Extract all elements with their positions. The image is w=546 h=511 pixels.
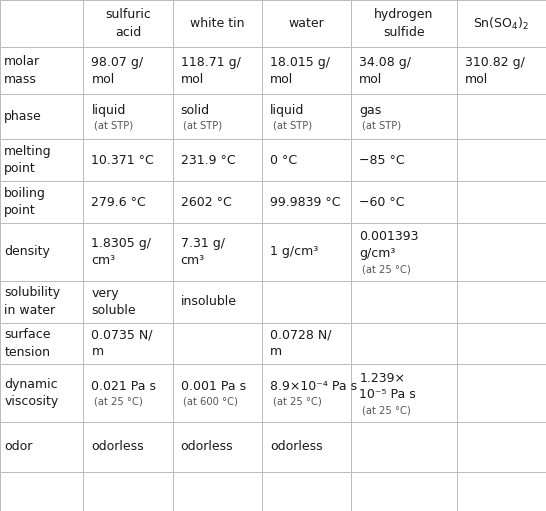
- Text: 1.8305 g/: 1.8305 g/: [91, 237, 151, 250]
- Text: mol: mol: [270, 73, 293, 86]
- Text: point: point: [4, 162, 36, 175]
- Text: density: density: [4, 245, 50, 259]
- Text: mol: mol: [359, 73, 383, 86]
- Text: 0.021 Pa s: 0.021 Pa s: [91, 380, 157, 393]
- Text: sulfide: sulfide: [383, 26, 425, 39]
- Text: (at STP): (at STP): [362, 121, 401, 130]
- Text: molar: molar: [4, 55, 40, 68]
- Text: 1 g/cm³: 1 g/cm³: [270, 245, 318, 259]
- Text: odor: odor: [4, 440, 33, 453]
- Text: acid: acid: [115, 26, 141, 39]
- Text: water: water: [289, 17, 324, 30]
- Text: (at 25 °C): (at 25 °C): [94, 397, 143, 407]
- Text: cm³: cm³: [91, 254, 116, 267]
- Text: 7.31 g/: 7.31 g/: [181, 237, 225, 250]
- Text: liquid: liquid: [270, 104, 305, 117]
- Text: −85 °C: −85 °C: [359, 154, 405, 167]
- Text: odorless: odorless: [181, 440, 233, 453]
- Text: 310.82 g/: 310.82 g/: [465, 56, 525, 69]
- Text: melting: melting: [4, 145, 52, 158]
- Text: 279.6 °C: 279.6 °C: [91, 196, 146, 208]
- Text: very: very: [91, 287, 119, 299]
- Text: (at 25 °C): (at 25 °C): [362, 264, 411, 274]
- Text: 34.08 g/: 34.08 g/: [359, 56, 411, 69]
- Text: m: m: [91, 345, 104, 358]
- Text: cm³: cm³: [181, 254, 205, 267]
- Text: (at 25 °C): (at 25 °C): [273, 397, 322, 407]
- Text: gas: gas: [359, 104, 382, 117]
- Text: 10.371 °C: 10.371 °C: [91, 154, 154, 167]
- Text: 10⁻⁵ Pa s: 10⁻⁵ Pa s: [359, 388, 416, 401]
- Text: odorless: odorless: [91, 440, 144, 453]
- Text: 98.07 g/: 98.07 g/: [91, 56, 144, 69]
- Text: mol: mol: [91, 73, 115, 86]
- Text: 0.0728 N/: 0.0728 N/: [270, 329, 331, 341]
- Text: 8.9×10⁻⁴ Pa s: 8.9×10⁻⁴ Pa s: [270, 380, 357, 393]
- Text: 18.015 g/: 18.015 g/: [270, 56, 330, 69]
- Text: solubility: solubility: [4, 286, 61, 299]
- Text: 0 °C: 0 °C: [270, 154, 297, 167]
- Text: dynamic: dynamic: [4, 378, 58, 391]
- Text: boiling: boiling: [4, 187, 46, 200]
- Text: 231.9 °C: 231.9 °C: [181, 154, 235, 167]
- Text: white tin: white tin: [190, 17, 245, 30]
- Text: 0.0735 N/: 0.0735 N/: [91, 329, 153, 341]
- Text: 118.71 g/: 118.71 g/: [181, 56, 241, 69]
- Text: g/cm³: g/cm³: [359, 247, 396, 260]
- Text: soluble: soluble: [91, 304, 136, 316]
- Text: mol: mol: [465, 73, 488, 86]
- Text: insoluble: insoluble: [181, 295, 237, 308]
- Text: hydrogen: hydrogen: [374, 8, 434, 21]
- Text: m: m: [270, 345, 282, 358]
- Text: (at 600 °C): (at 600 °C): [183, 397, 239, 407]
- Text: mol: mol: [181, 73, 204, 86]
- Text: 2602 °C: 2602 °C: [181, 196, 232, 208]
- Text: −60 °C: −60 °C: [359, 196, 405, 208]
- Text: viscosity: viscosity: [4, 396, 58, 408]
- Text: point: point: [4, 204, 36, 217]
- Text: tension: tension: [4, 346, 50, 359]
- Text: 99.9839 °C: 99.9839 °C: [270, 196, 341, 208]
- Text: mass: mass: [4, 73, 37, 86]
- Text: phase: phase: [4, 110, 42, 123]
- Text: sulfuric: sulfuric: [105, 8, 151, 21]
- Text: 0.001393: 0.001393: [359, 230, 419, 243]
- Text: (at STP): (at STP): [94, 121, 133, 130]
- Text: (at STP): (at STP): [273, 121, 312, 130]
- Text: 1.239×: 1.239×: [359, 371, 405, 384]
- Text: in water: in water: [4, 304, 56, 317]
- Text: (at 25 °C): (at 25 °C): [362, 405, 411, 415]
- Text: solid: solid: [181, 104, 210, 117]
- Text: liquid: liquid: [91, 104, 126, 117]
- Text: 0.001 Pa s: 0.001 Pa s: [181, 380, 246, 393]
- Text: (at STP): (at STP): [183, 121, 223, 130]
- Text: odorless: odorless: [270, 440, 323, 453]
- Text: surface: surface: [4, 328, 51, 341]
- Text: Sn(SO$_4$)$_2$: Sn(SO$_4$)$_2$: [473, 15, 530, 32]
